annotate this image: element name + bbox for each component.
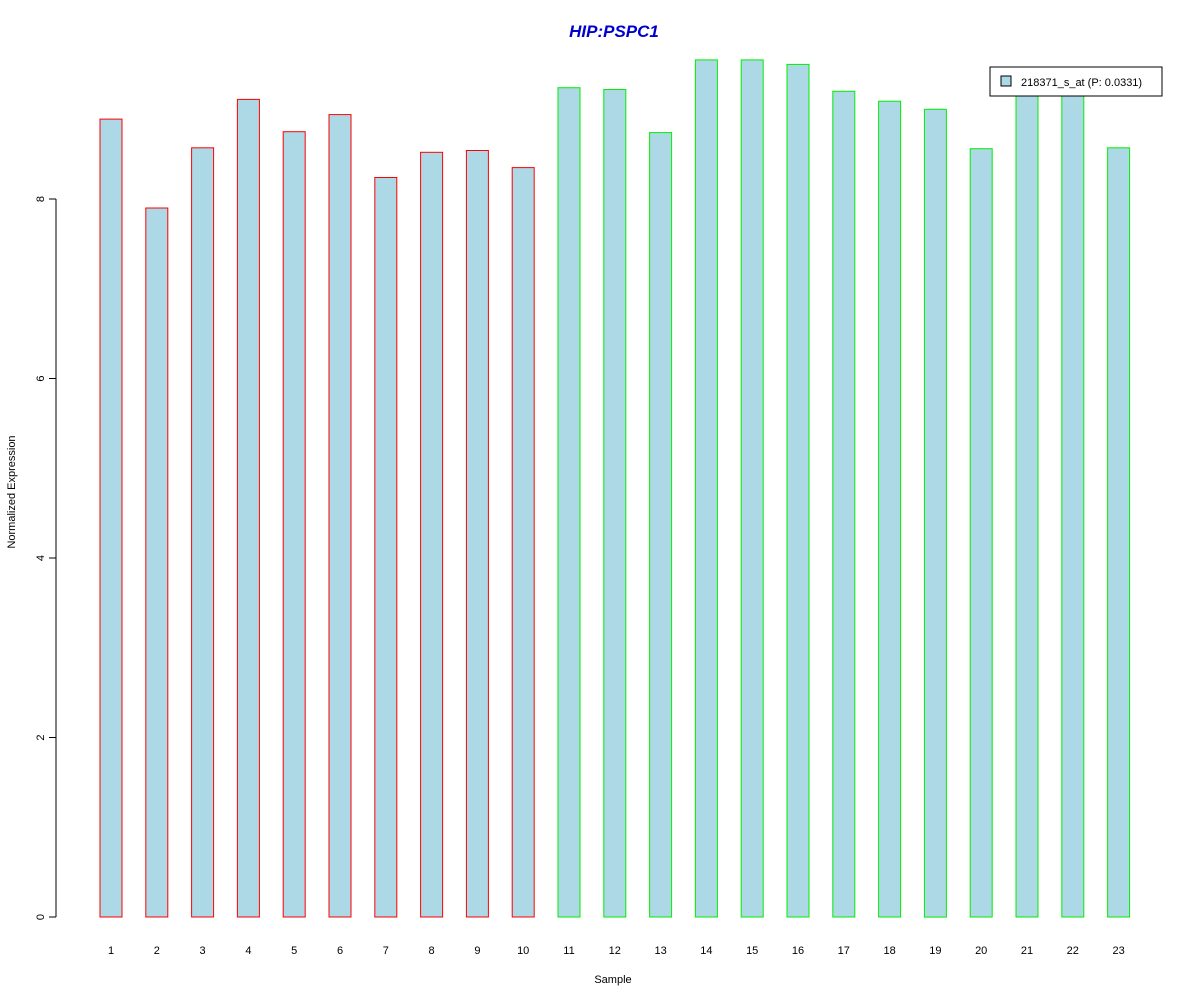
x-tick-label: 19 — [929, 945, 941, 957]
legend-box — [989, 66, 1163, 97]
x-tick-label: 5 — [291, 945, 297, 957]
bar — [145, 207, 169, 918]
bar — [191, 147, 215, 918]
x-tick-label: 16 — [792, 945, 804, 957]
x-tick-label: 23 — [1112, 945, 1124, 957]
x-tick-label: 1 — [108, 945, 114, 957]
x-tick-label: 2 — [154, 945, 160, 957]
x-tick-label: 15 — [746, 945, 758, 957]
bar — [420, 151, 444, 918]
bar — [649, 132, 673, 918]
y-tick-label: 0 — [35, 914, 47, 920]
x-tick-label: 22 — [1067, 945, 1079, 957]
x-tick-labels: 1 2 3 4 5 6 7 8 9 10 11 12 13 14 15 16 17 18 19 20 21 22 23 — [108, 945, 1125, 957]
x-axis-label: Sample — [594, 974, 631, 986]
y-axis-label: Normalized Expression — [6, 435, 18, 548]
x-tick-label: 9 — [474, 945, 480, 957]
bar — [328, 114, 352, 918]
bar — [603, 89, 627, 918]
bar — [557, 87, 581, 918]
x-tick-label: 6 — [337, 945, 343, 957]
bar — [969, 148, 993, 918]
bar — [1107, 147, 1131, 918]
bar — [236, 98, 260, 918]
chart-title: HIP:PSPC1 — [569, 22, 659, 41]
bar — [878, 100, 902, 918]
y-tick-label: 2 — [35, 734, 47, 740]
x-tick-label: 21 — [1021, 945, 1033, 957]
bar — [694, 59, 718, 918]
bars — [99, 59, 1131, 918]
x-tick-label: 4 — [245, 945, 251, 957]
x-tick-label: 11 — [563, 945, 574, 957]
x-tick-label: 7 — [383, 945, 389, 957]
bar — [1061, 89, 1085, 918]
x-tick-label: 8 — [429, 945, 435, 957]
bar — [923, 108, 947, 918]
x-tick-label: 17 — [838, 945, 850, 957]
x-tick-label: 13 — [654, 945, 666, 957]
y-tick-label: 8 — [35, 196, 47, 202]
y-tick-label: 4 — [35, 555, 47, 561]
x-tick-label: 3 — [200, 945, 206, 957]
legend: 218371_s_at (P: 0.0331) — [989, 66, 1163, 97]
x-tick-label: 10 — [517, 945, 529, 957]
x-tick-label: 20 — [975, 945, 987, 957]
y-tick-label: 6 — [35, 375, 47, 381]
x-tick-label: 12 — [609, 945, 621, 957]
bar — [282, 131, 306, 918]
legend-swatch — [1000, 75, 1012, 87]
bar — [374, 177, 398, 918]
bar — [511, 167, 535, 918]
bar — [786, 63, 810, 918]
bar — [740, 59, 764, 918]
bar — [1015, 93, 1039, 918]
y-tick-labels: 0 2 4 6 8 — [35, 196, 56, 920]
legend-label: 218371_s_at (P: 0.0331) — [1021, 77, 1142, 89]
bar — [465, 150, 489, 918]
x-tick-label: 14 — [700, 945, 712, 957]
bar — [99, 118, 123, 918]
bar — [832, 90, 856, 918]
x-tick-label: 18 — [883, 945, 895, 957]
